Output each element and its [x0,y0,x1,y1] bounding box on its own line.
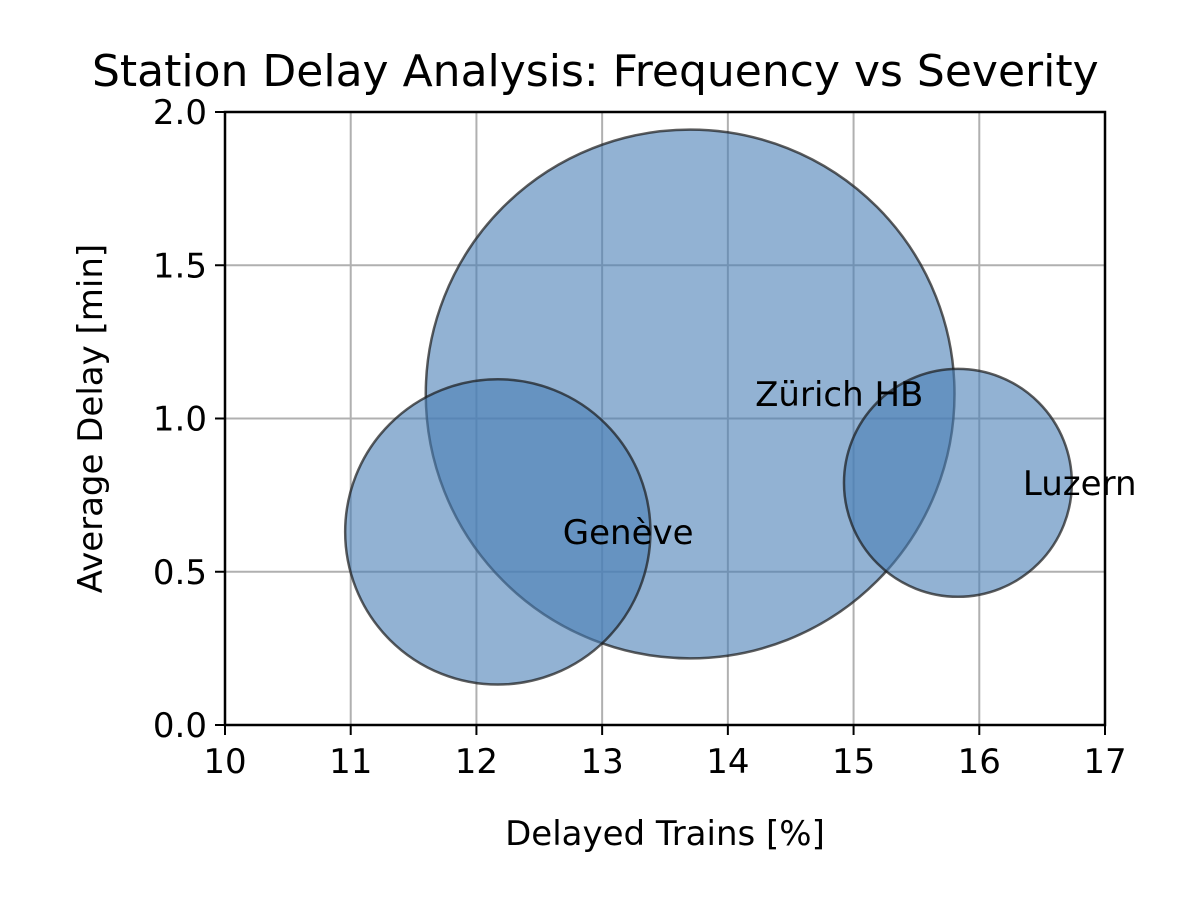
y-tick-label: 0.5 [153,553,207,593]
y-tick-label: 1.5 [153,246,207,286]
bubble-label: Zürich HB [755,375,923,415]
chart-title: Station Delay Analysis: Frequency vs Sev… [92,46,1099,97]
y-axis-label: Average Delay [min] [71,244,111,593]
x-axis-label: Delayed Trains [%] [505,814,825,854]
bubble-layer [343,128,1074,686]
x-axis-ticks: 10 11 12 13 14 15 16 17 [203,725,1127,782]
x-tick-label: 14 [706,742,749,782]
x-tick-label: 16 [958,742,1001,782]
y-tick-label: 0.0 [153,706,207,746]
y-tick-label: 1.0 [153,400,207,440]
point-label-layer: Zürich HB Genève Luzern [563,375,1137,553]
x-tick-label: 15 [832,742,875,782]
bubble-point [343,378,652,686]
x-tick-label: 12 [455,742,498,782]
x-tick-label: 17 [1083,742,1126,782]
y-tick-label: 2.0 [153,93,207,133]
bubble-label: Luzern [1023,464,1137,504]
bubble-point [842,367,1074,599]
bubble-label: Genève [563,513,694,553]
x-tick-label: 11 [329,742,372,782]
y-axis-ticks: 0.0 0.5 1.0 1.5 2.0 [153,93,225,746]
x-tick-label: 10 [203,742,246,782]
x-tick-label: 13 [581,742,624,782]
